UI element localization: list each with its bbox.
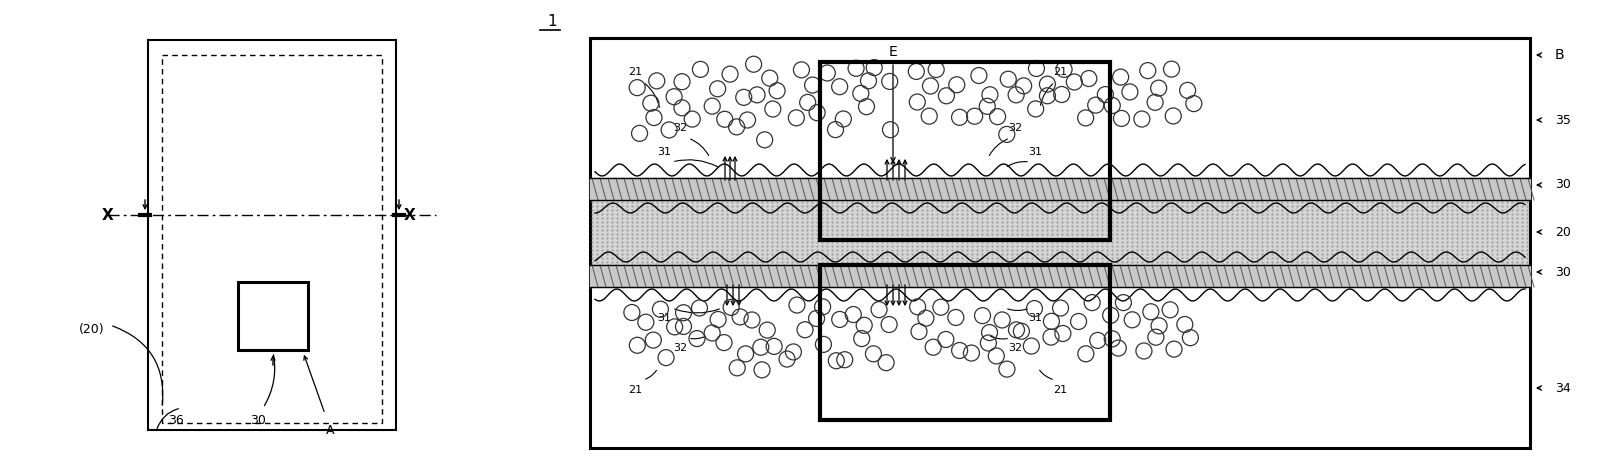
Text: A: A — [326, 424, 334, 437]
Text: 31: 31 — [658, 147, 670, 157]
Text: X: X — [102, 207, 114, 223]
Text: 32: 32 — [674, 123, 686, 133]
Text: 34: 34 — [1555, 382, 1571, 395]
Text: 32: 32 — [674, 343, 686, 353]
Bar — [590, 38, 1530, 448]
Bar — [819, 62, 1110, 240]
Text: 21: 21 — [627, 67, 642, 77]
Text: (20): (20) — [78, 323, 106, 336]
Bar — [819, 265, 1110, 420]
Text: 31: 31 — [1027, 313, 1042, 323]
Text: 1: 1 — [547, 14, 557, 30]
Text: 30: 30 — [1555, 178, 1571, 192]
Text: 30: 30 — [1555, 266, 1571, 279]
Bar — [147, 40, 397, 430]
Text: B: B — [1555, 48, 1565, 62]
Text: 31: 31 — [658, 313, 670, 323]
Text: X: X — [405, 207, 416, 223]
Text: 32: 32 — [1008, 343, 1022, 353]
Bar — [162, 55, 382, 423]
Text: 35: 35 — [1555, 114, 1571, 127]
Text: 21: 21 — [1053, 385, 1067, 395]
Text: 31: 31 — [1027, 147, 1042, 157]
Text: 36: 36 — [168, 413, 184, 426]
Text: 21: 21 — [627, 385, 642, 395]
Text: 30: 30 — [250, 413, 266, 426]
Text: 32: 32 — [1008, 123, 1022, 133]
Bar — [238, 282, 307, 350]
Text: 21: 21 — [1053, 67, 1067, 77]
Text: E: E — [888, 45, 898, 59]
Text: 20: 20 — [1555, 225, 1571, 238]
